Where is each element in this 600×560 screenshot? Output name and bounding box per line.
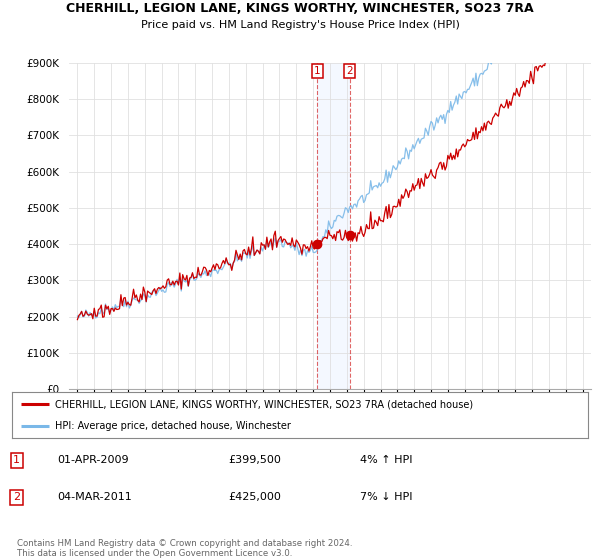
Text: 01-APR-2009: 01-APR-2009	[57, 455, 128, 465]
Text: Contains HM Land Registry data © Crown copyright and database right 2024.
This d: Contains HM Land Registry data © Crown c…	[17, 539, 352, 558]
Text: 2: 2	[346, 66, 353, 76]
Text: Price paid vs. HM Land Registry's House Price Index (HPI): Price paid vs. HM Land Registry's House …	[140, 20, 460, 30]
Text: CHERHILL, LEGION LANE, KINGS WORTHY, WINCHESTER, SO23 7RA (detached house): CHERHILL, LEGION LANE, KINGS WORTHY, WIN…	[55, 399, 473, 409]
Text: 4% ↑ HPI: 4% ↑ HPI	[360, 455, 413, 465]
Text: £425,000: £425,000	[228, 492, 281, 502]
Text: 1: 1	[314, 66, 320, 76]
Text: 2: 2	[13, 492, 20, 502]
Text: 7% ↓ HPI: 7% ↓ HPI	[360, 492, 413, 502]
Bar	[317, 63, 350, 389]
Text: HPI: Average price, detached house, Winchester: HPI: Average price, detached house, Winc…	[55, 421, 291, 431]
Text: 1: 1	[13, 455, 20, 465]
Text: 04-MAR-2011: 04-MAR-2011	[57, 492, 132, 502]
Text: £399,500: £399,500	[228, 455, 281, 465]
Text: CHERHILL, LEGION LANE, KINGS WORTHY, WINCHESTER, SO23 7RA: CHERHILL, LEGION LANE, KINGS WORTHY, WIN…	[66, 2, 534, 15]
